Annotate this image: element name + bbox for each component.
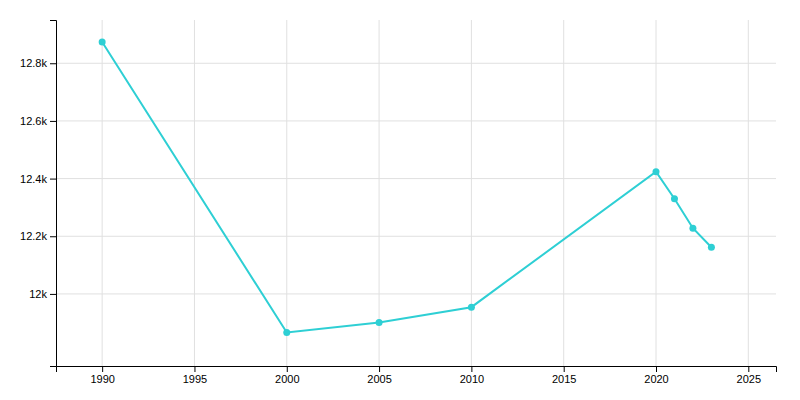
x-tick-mark — [287, 366, 288, 372]
y-tick-mark — [50, 179, 56, 180]
y-tick-mark — [50, 294, 56, 295]
x-tick-label: 1990 — [90, 373, 114, 385]
point — [283, 329, 290, 336]
x-tick: 1995 — [183, 366, 207, 385]
point — [376, 319, 383, 326]
grid-line-x — [286, 20, 287, 366]
y-axis-line — [50, 21, 57, 367]
x-tick: 2015 — [552, 366, 576, 385]
grid-line-x — [563, 20, 564, 366]
x-tick-label: 2015 — [552, 373, 576, 385]
x-tick-mark — [471, 366, 472, 372]
y-axis: 12k 12.2k 12.4k 12.6k 12.8k — [20, 21, 56, 367]
grid-line-x — [471, 20, 472, 366]
point — [99, 38, 106, 45]
grid-line-y — [56, 293, 776, 294]
x-tick-mark — [656, 366, 657, 372]
grid-line-x — [102, 20, 103, 366]
y-tick: 12k — [29, 288, 56, 300]
y-tick-label: 12.2k — [20, 230, 47, 242]
grid-line-x — [748, 20, 749, 366]
grid-line-x — [379, 20, 380, 366]
x-tick-mark — [748, 366, 749, 372]
point — [671, 195, 678, 202]
x-tick: 1990 — [90, 366, 114, 385]
x-tick-mark — [194, 366, 195, 372]
x-tick-label: 2020 — [644, 373, 668, 385]
x-tick-mark — [564, 366, 565, 372]
y-tick-label: 12.8k — [20, 57, 47, 69]
point — [708, 244, 715, 251]
grid-line-x — [656, 20, 657, 366]
x-tick: 2020 — [644, 366, 668, 385]
x-tick-label: 1995 — [183, 373, 207, 385]
x-tick-label: 2010 — [460, 373, 484, 385]
line — [102, 42, 711, 333]
grid-line-y — [56, 236, 776, 237]
y-tick-label: 12.4k — [20, 173, 47, 185]
x-tick: 2005 — [367, 366, 391, 385]
point — [689, 225, 696, 232]
x-tick-label: 2005 — [367, 373, 391, 385]
point — [468, 304, 475, 311]
grid-line-y — [56, 63, 776, 64]
grid-line-y — [56, 120, 776, 121]
y-tick-mark — [50, 236, 56, 237]
x-tick-label: 2025 — [737, 373, 761, 385]
x-axis: 1990 1995 2000 2005 2010 2015 2020 2025 — [57, 366, 777, 385]
y-tick: 12.4k — [20, 173, 56, 185]
plot-area: 1990 1995 2000 2005 2010 2015 2020 2025 12k 12.2k… — [20, 20, 776, 385]
x-axis-line — [57, 367, 777, 373]
marks — [99, 38, 715, 336]
y-tick: 12.8k — [20, 57, 56, 69]
x-tick: 2025 — [737, 366, 761, 385]
chart: 1990 1995 2000 2005 2010 2015 2020 2025 12k 12.2k… — [0, 0, 800, 400]
x-tick-mark — [102, 366, 103, 372]
y-tick-label: 12.6k — [20, 115, 47, 127]
grid-line-x — [194, 20, 195, 366]
y-tick: 12.6k — [20, 115, 56, 127]
x-tick-label: 2000 — [275, 373, 299, 385]
x-tick: 2010 — [460, 366, 484, 385]
y-tick: 12.2k — [20, 230, 56, 242]
point — [653, 168, 660, 175]
x-tick-mark — [379, 366, 380, 372]
x-tick: 2000 — [275, 366, 299, 385]
grid — [56, 20, 776, 366]
y-tick-label: 12k — [29, 288, 47, 300]
grid-line-y — [56, 178, 776, 179]
y-tick-mark — [50, 121, 56, 122]
y-tick-mark — [50, 63, 56, 64]
